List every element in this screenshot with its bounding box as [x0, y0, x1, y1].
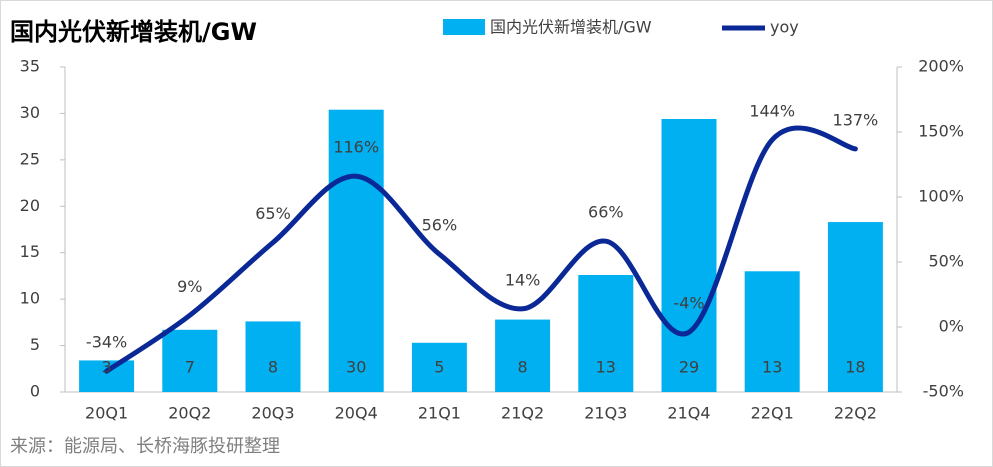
y-tick-label: 10 [20, 289, 40, 308]
bar [578, 275, 634, 392]
bar [79, 360, 135, 392]
yoy-value-label: -4% [673, 294, 704, 313]
y2-tick-label: 200% [918, 57, 964, 76]
bar-value-label: 3 [102, 358, 112, 377]
bar [162, 329, 218, 392]
yoy-value-label: -34% [86, 333, 127, 352]
x-tick-label: 21Q2 [501, 404, 544, 423]
bar-value-label: 7 [185, 358, 195, 377]
legend-label: 国内光伏新增装机/GW [490, 18, 652, 37]
bar [827, 222, 883, 392]
yoy-value-label: 9% [177, 277, 202, 296]
bar [744, 271, 800, 392]
source: 来源：能源局、长桥海豚投研整理 [10, 436, 280, 457]
y2-tick-label: 150% [918, 122, 964, 141]
bar [495, 319, 551, 392]
x-tick-label: 21Q4 [667, 404, 710, 423]
y-tick-label: 15 [20, 242, 40, 261]
legend-swatch [443, 19, 485, 35]
bar [328, 109, 384, 392]
legend-label: yoy [770, 18, 799, 37]
yoy-value-label: 144% [749, 101, 795, 120]
y-tick-label: 0 [30, 382, 40, 401]
bar-value-label: 8 [268, 358, 278, 377]
chart-title: 国内光伏新增装机/GW [10, 18, 257, 46]
y2-tick-label: -50% [923, 382, 964, 401]
x-tick-label: 21Q1 [418, 404, 461, 423]
bar-value-label: 29 [679, 358, 699, 377]
x-tick-label: 21Q3 [584, 404, 627, 423]
yoy-value-label: 56% [422, 216, 458, 235]
y2-tick-label: 50% [928, 252, 964, 271]
bar-value-label: 8 [518, 358, 528, 377]
x-tick-label: 20Q4 [335, 404, 378, 423]
bar-value-label: 13 [762, 358, 782, 377]
y-tick-label: 35 [20, 57, 40, 76]
y-tick-label: 25 [20, 149, 40, 168]
yoy-value-label: 65% [255, 204, 291, 223]
yoy-value-label: 14% [505, 270, 541, 289]
x-tick-label: 20Q2 [168, 404, 211, 423]
y-tick-label: 20 [20, 196, 40, 215]
yoy-value-label: 66% [588, 203, 624, 222]
yoy-line [104, 125, 858, 374]
x-tick-label: 22Q2 [834, 404, 877, 423]
bar [411, 342, 467, 392]
y2-tick-label: 100% [918, 187, 964, 206]
x-tick-label: 22Q1 [751, 404, 794, 423]
bar-value-label: 13 [596, 358, 616, 377]
yoy-value-label: 116% [333, 138, 379, 157]
bar [245, 321, 301, 392]
yoy-value-label: 137% [833, 110, 879, 129]
y-tick-label: 30 [20, 103, 40, 122]
bar-value-label: 5 [434, 358, 444, 377]
bar [661, 119, 717, 392]
x-tick-label: 20Q3 [251, 404, 294, 423]
y-tick-label: 5 [30, 335, 40, 354]
bar-value-label: 18 [845, 358, 865, 377]
y2-tick-label: 0% [939, 317, 964, 336]
bar-value-label: 30 [346, 358, 366, 377]
x-tick-label: 20Q1 [85, 404, 128, 423]
